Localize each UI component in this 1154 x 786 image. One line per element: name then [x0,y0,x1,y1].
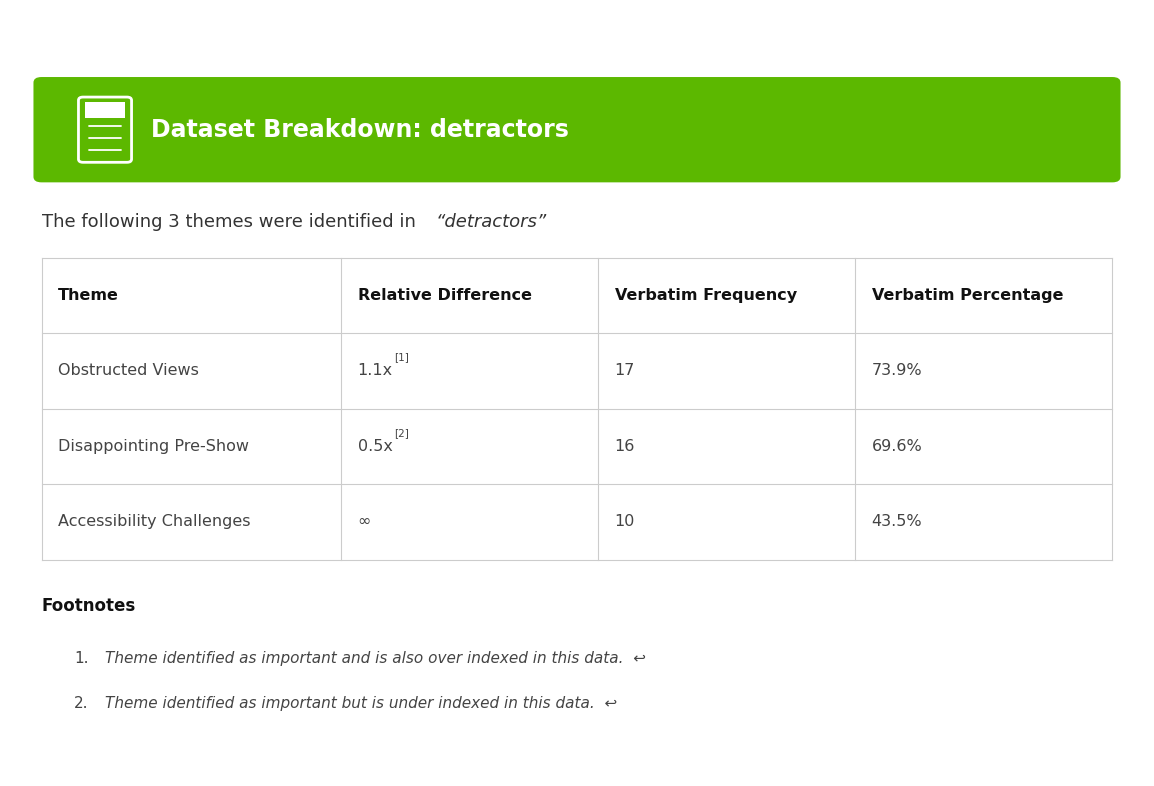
Text: Theme identified as important and is also over indexed in this data.  ↩: Theme identified as important and is als… [105,651,646,666]
Text: Dataset Breakdown: detractors: Dataset Breakdown: detractors [151,118,569,141]
Text: 1.: 1. [74,651,89,666]
Text: Theme: Theme [58,288,119,303]
Text: Disappointing Pre-Show: Disappointing Pre-Show [58,439,249,454]
Text: Footnotes: Footnotes [42,597,136,615]
Text: 43.5%: 43.5% [871,514,922,530]
Text: 16: 16 [615,439,635,454]
FancyBboxPatch shape [33,77,1121,182]
Text: ∞: ∞ [358,514,370,530]
Text: 69.6%: 69.6% [871,439,922,454]
Text: [2]: [2] [395,428,410,438]
Text: Relative Difference: Relative Difference [358,288,532,303]
Text: Obstructed Views: Obstructed Views [58,363,198,379]
Text: 73.9%: 73.9% [871,363,922,379]
Text: The following 3 themes were identified in: The following 3 themes were identified i… [42,213,421,230]
Text: 0.5x: 0.5x [358,439,392,454]
Text: Verbatim Frequency: Verbatim Frequency [615,288,796,303]
Text: 10: 10 [615,514,635,530]
Text: Accessibility Challenges: Accessibility Challenges [58,514,250,530]
Text: “detractors”: “detractors” [436,213,547,230]
Text: [1]: [1] [395,352,410,362]
Text: Theme identified as important but is under indexed in this data.  ↩: Theme identified as important but is und… [105,696,617,711]
FancyBboxPatch shape [85,101,125,118]
Text: 2.: 2. [74,696,89,711]
FancyBboxPatch shape [78,97,132,162]
Text: 17: 17 [615,363,635,379]
Text: 1.1x: 1.1x [358,363,392,379]
Text: Verbatim Percentage: Verbatim Percentage [871,288,1063,303]
